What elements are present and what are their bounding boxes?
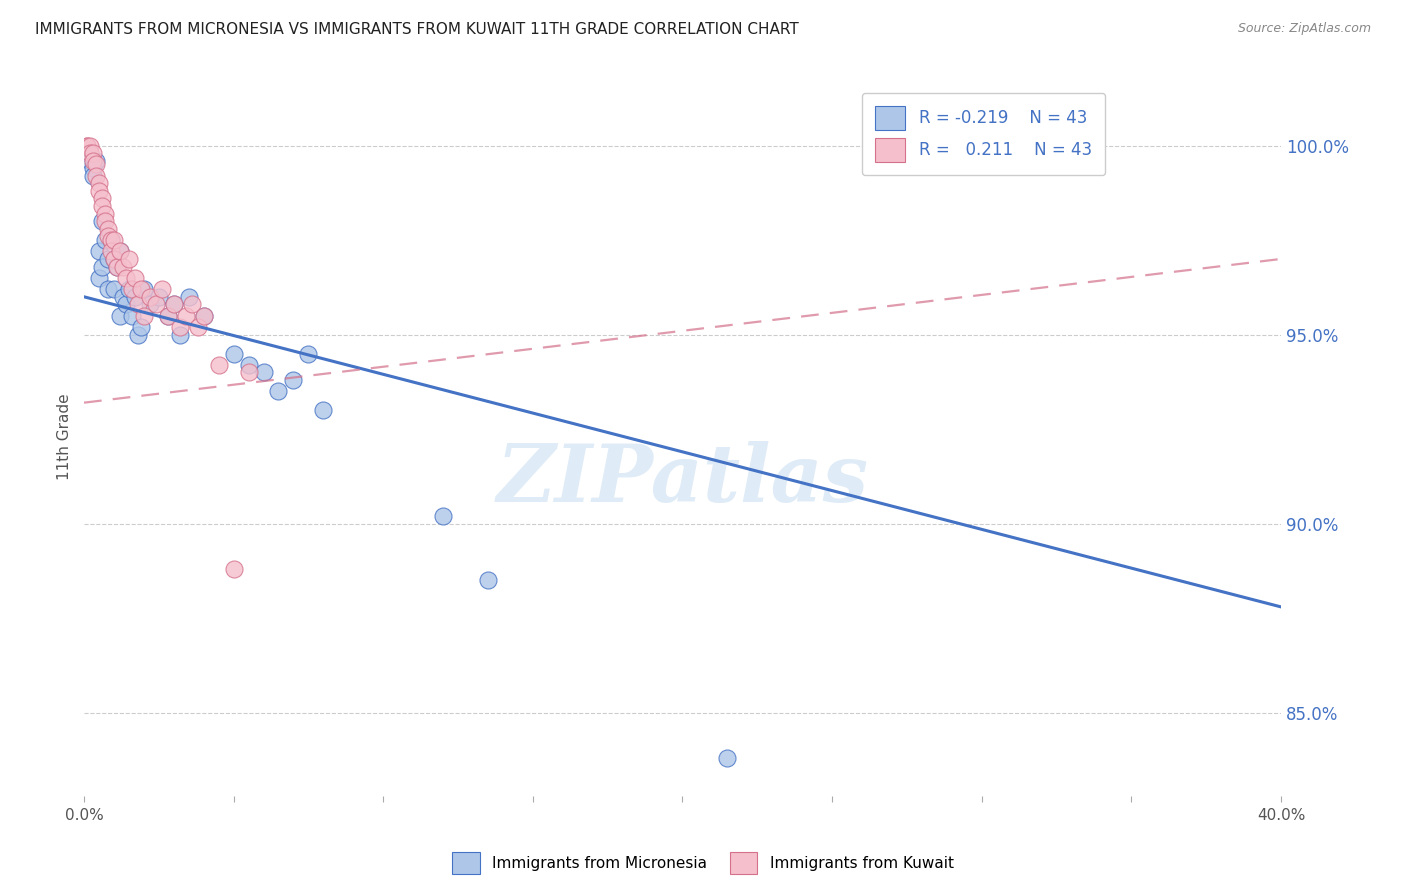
Text: IMMIGRANTS FROM MICRONESIA VS IMMIGRANTS FROM KUWAIT 11TH GRADE CORRELATION CHAR: IMMIGRANTS FROM MICRONESIA VS IMMIGRANTS… xyxy=(35,22,799,37)
Point xyxy=(94,206,117,220)
Point xyxy=(180,297,202,311)
Point xyxy=(84,169,107,183)
Point xyxy=(108,244,131,259)
Point xyxy=(121,282,143,296)
Point xyxy=(156,309,179,323)
Point xyxy=(129,320,152,334)
Point xyxy=(115,271,138,285)
Point xyxy=(91,199,114,213)
Point xyxy=(432,509,454,524)
Point xyxy=(127,297,149,311)
Text: Source: ZipAtlas.com: Source: ZipAtlas.com xyxy=(1237,22,1371,36)
Point xyxy=(124,290,146,304)
Y-axis label: 11th Grade: 11th Grade xyxy=(58,393,72,480)
Point xyxy=(177,290,200,304)
Point xyxy=(87,244,110,259)
Point xyxy=(97,221,120,235)
Point xyxy=(103,282,125,296)
Point xyxy=(105,260,128,274)
Legend: Immigrants from Micronesia, Immigrants from Kuwait: Immigrants from Micronesia, Immigrants f… xyxy=(446,846,960,880)
Point xyxy=(94,233,117,247)
Point xyxy=(100,244,122,259)
Point xyxy=(169,320,191,334)
Point xyxy=(115,297,138,311)
Point xyxy=(150,282,173,296)
Point xyxy=(127,327,149,342)
Point xyxy=(124,271,146,285)
Point xyxy=(252,366,274,380)
Point xyxy=(84,153,107,168)
Point xyxy=(108,244,131,259)
Point xyxy=(163,297,186,311)
Point xyxy=(91,191,114,205)
Point xyxy=(100,233,122,247)
Point xyxy=(76,146,98,161)
Point xyxy=(76,138,98,153)
Point xyxy=(283,373,305,387)
Text: ZIPatlas: ZIPatlas xyxy=(496,441,869,518)
Point xyxy=(238,366,260,380)
Point xyxy=(208,358,231,372)
Point xyxy=(267,384,290,399)
Point xyxy=(100,233,122,247)
Point xyxy=(79,146,101,161)
Point xyxy=(132,309,155,323)
Point xyxy=(118,252,141,266)
Point xyxy=(87,184,110,198)
Point xyxy=(82,153,104,168)
Point xyxy=(103,252,125,266)
Point xyxy=(84,157,107,171)
Point xyxy=(79,153,101,168)
Point xyxy=(91,260,114,274)
Point xyxy=(129,282,152,296)
Point xyxy=(222,346,245,360)
Point xyxy=(145,297,167,311)
Point xyxy=(103,252,125,266)
Point xyxy=(477,574,499,588)
Point xyxy=(82,169,104,183)
Point xyxy=(148,290,170,304)
Point xyxy=(139,297,162,311)
Point xyxy=(174,309,197,323)
Point xyxy=(238,358,260,372)
Point xyxy=(103,233,125,247)
Point xyxy=(716,751,738,765)
Point xyxy=(97,282,120,296)
Point xyxy=(169,327,191,342)
Point xyxy=(111,290,134,304)
Point xyxy=(105,260,128,274)
Point xyxy=(87,177,110,191)
Point xyxy=(97,229,120,244)
Point xyxy=(156,309,179,323)
Point xyxy=(297,346,319,360)
Point xyxy=(82,146,104,161)
Legend: R = -0.219    N = 43, R =   0.211    N = 43: R = -0.219 N = 43, R = 0.211 N = 43 xyxy=(862,93,1105,175)
Point xyxy=(108,309,131,323)
Point xyxy=(118,282,141,296)
Point xyxy=(87,271,110,285)
Point xyxy=(82,161,104,176)
Point xyxy=(111,260,134,274)
Point xyxy=(163,297,186,311)
Point xyxy=(193,309,215,323)
Point xyxy=(187,320,209,334)
Point xyxy=(222,562,245,576)
Point xyxy=(94,214,117,228)
Point xyxy=(132,282,155,296)
Point xyxy=(79,138,101,153)
Point xyxy=(97,252,120,266)
Point xyxy=(312,403,335,417)
Point xyxy=(139,290,162,304)
Point xyxy=(76,138,98,153)
Point xyxy=(121,309,143,323)
Point xyxy=(91,214,114,228)
Point xyxy=(193,309,215,323)
